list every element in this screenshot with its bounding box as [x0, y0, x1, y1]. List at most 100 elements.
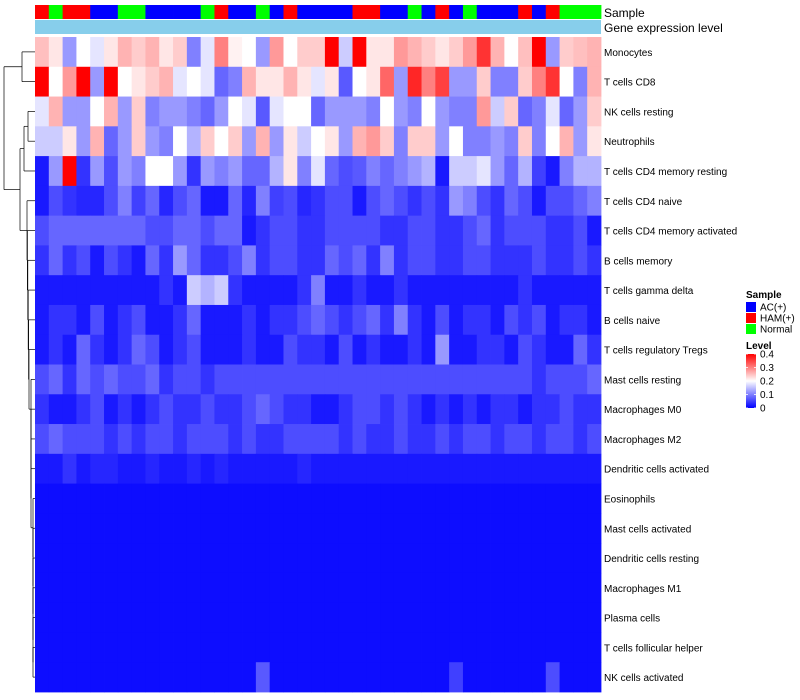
heatmap-cell — [449, 37, 464, 68]
heatmap-cell — [35, 37, 50, 68]
heatmap-cell — [255, 185, 271, 217]
sample-annotation-cell — [324, 5, 340, 19]
heatmap-cell — [573, 572, 588, 604]
heatmap-cell — [269, 602, 284, 633]
heatmap-cell — [90, 96, 105, 127]
heatmap-cell — [145, 543, 160, 574]
heatmap-cell — [352, 245, 367, 276]
heatmap-cell — [131, 632, 146, 663]
sample-annotation-cell — [117, 5, 133, 19]
heatmap-cell — [35, 245, 50, 276]
heatmap-cell — [338, 662, 353, 693]
heatmap-cell — [504, 37, 519, 68]
heatmap-cell — [104, 245, 119, 276]
heatmap-cell — [380, 424, 395, 455]
heatmap-cell — [214, 156, 229, 187]
heatmap-cell — [48, 215, 64, 246]
heatmap-cell — [476, 453, 491, 484]
heatmap-cell — [476, 602, 491, 633]
heatmap-cell — [587, 364, 602, 395]
heatmap-cell — [228, 543, 243, 574]
heatmap-cell — [269, 483, 284, 514]
heatmap-cell — [587, 37, 602, 68]
heatmap-cell — [76, 572, 91, 604]
heatmap-cell — [90, 126, 105, 157]
heatmap-cell — [76, 156, 91, 187]
heatmap-cell — [407, 66, 422, 97]
heatmap-cell — [90, 602, 105, 633]
heatmap-cell — [393, 543, 409, 574]
heatmap-cell — [242, 37, 257, 68]
heatmap-cell — [145, 572, 160, 604]
heatmap-cell — [159, 96, 174, 127]
heatmap-cell — [559, 394, 574, 425]
sample-annotation-cell — [159, 5, 174, 19]
heatmap-cell — [393, 483, 409, 514]
heatmap-cell — [421, 66, 436, 97]
heatmap-cell — [380, 215, 395, 246]
heatmap-cell — [62, 37, 77, 68]
heatmap-cell — [476, 572, 491, 604]
heatmap-cell — [421, 185, 436, 217]
heatmap-cell — [338, 215, 353, 246]
heatmap-cell — [545, 602, 560, 633]
heatmap-cell — [559, 275, 574, 306]
heatmap-cell — [504, 513, 519, 544]
heatmap-cell — [393, 215, 409, 246]
heatmap-cell — [435, 334, 450, 365]
heatmap-cell — [352, 424, 367, 455]
heatmap-cell — [90, 424, 105, 455]
heatmap-cell — [76, 602, 91, 633]
heatmap-cell — [407, 662, 422, 693]
heatmap-cell — [573, 364, 588, 395]
heatmap-cell — [587, 602, 602, 633]
heatmap-cell — [159, 543, 174, 574]
heatmap-cell — [366, 96, 381, 127]
heatmap-cell — [573, 245, 588, 276]
heatmap-cell — [462, 513, 478, 544]
heatmap-cell — [242, 334, 257, 365]
heatmap-cell — [35, 215, 50, 246]
heatmap-cell — [255, 334, 271, 365]
heatmap-cell — [228, 275, 243, 306]
heatmap-cell — [311, 215, 326, 246]
heatmap-cell — [76, 215, 91, 246]
heatmap-cell — [393, 632, 409, 663]
heatmap-cell — [573, 96, 588, 127]
heatmap-cell — [242, 66, 257, 97]
heatmap-cell — [366, 632, 381, 663]
heatmap-cell — [48, 453, 64, 484]
row-label: Mast cells resting — [604, 375, 681, 386]
heatmap-cell — [117, 513, 133, 544]
heatmap-cell — [531, 37, 547, 68]
heatmap-cell — [242, 483, 257, 514]
heatmap-cell — [117, 96, 133, 127]
row-label: Macrophages M0 — [604, 405, 682, 416]
heatmap-cell — [311, 572, 326, 604]
heatmap-cell — [559, 334, 574, 365]
heatmap-cell — [490, 513, 505, 544]
heatmap-cell — [90, 513, 105, 544]
heatmap-cell — [324, 394, 340, 425]
heatmap-cell — [255, 275, 271, 306]
heatmap-cell — [476, 215, 491, 246]
heatmap-cell — [48, 364, 64, 395]
heatmap-cell — [518, 424, 533, 455]
heatmap-cell — [393, 513, 409, 544]
heatmap-cell — [186, 215, 202, 246]
heatmap-cell — [159, 513, 174, 544]
sample-annotation-cell — [90, 5, 105, 19]
legend-level-colorbar — [746, 354, 756, 408]
heatmap-cell — [255, 66, 271, 97]
heatmap-cell — [504, 96, 519, 127]
sample-annotation-cell — [214, 5, 229, 19]
heatmap-cell — [104, 275, 119, 306]
heatmap-cell — [352, 513, 367, 544]
heatmap-cell — [173, 543, 188, 574]
heatmap-cell — [200, 602, 215, 633]
heatmap-cell — [393, 275, 409, 306]
heatmap-cell — [476, 156, 491, 187]
heatmap-cell — [35, 394, 50, 425]
heatmap-cell — [311, 96, 326, 127]
heatmap-cell — [462, 572, 478, 604]
